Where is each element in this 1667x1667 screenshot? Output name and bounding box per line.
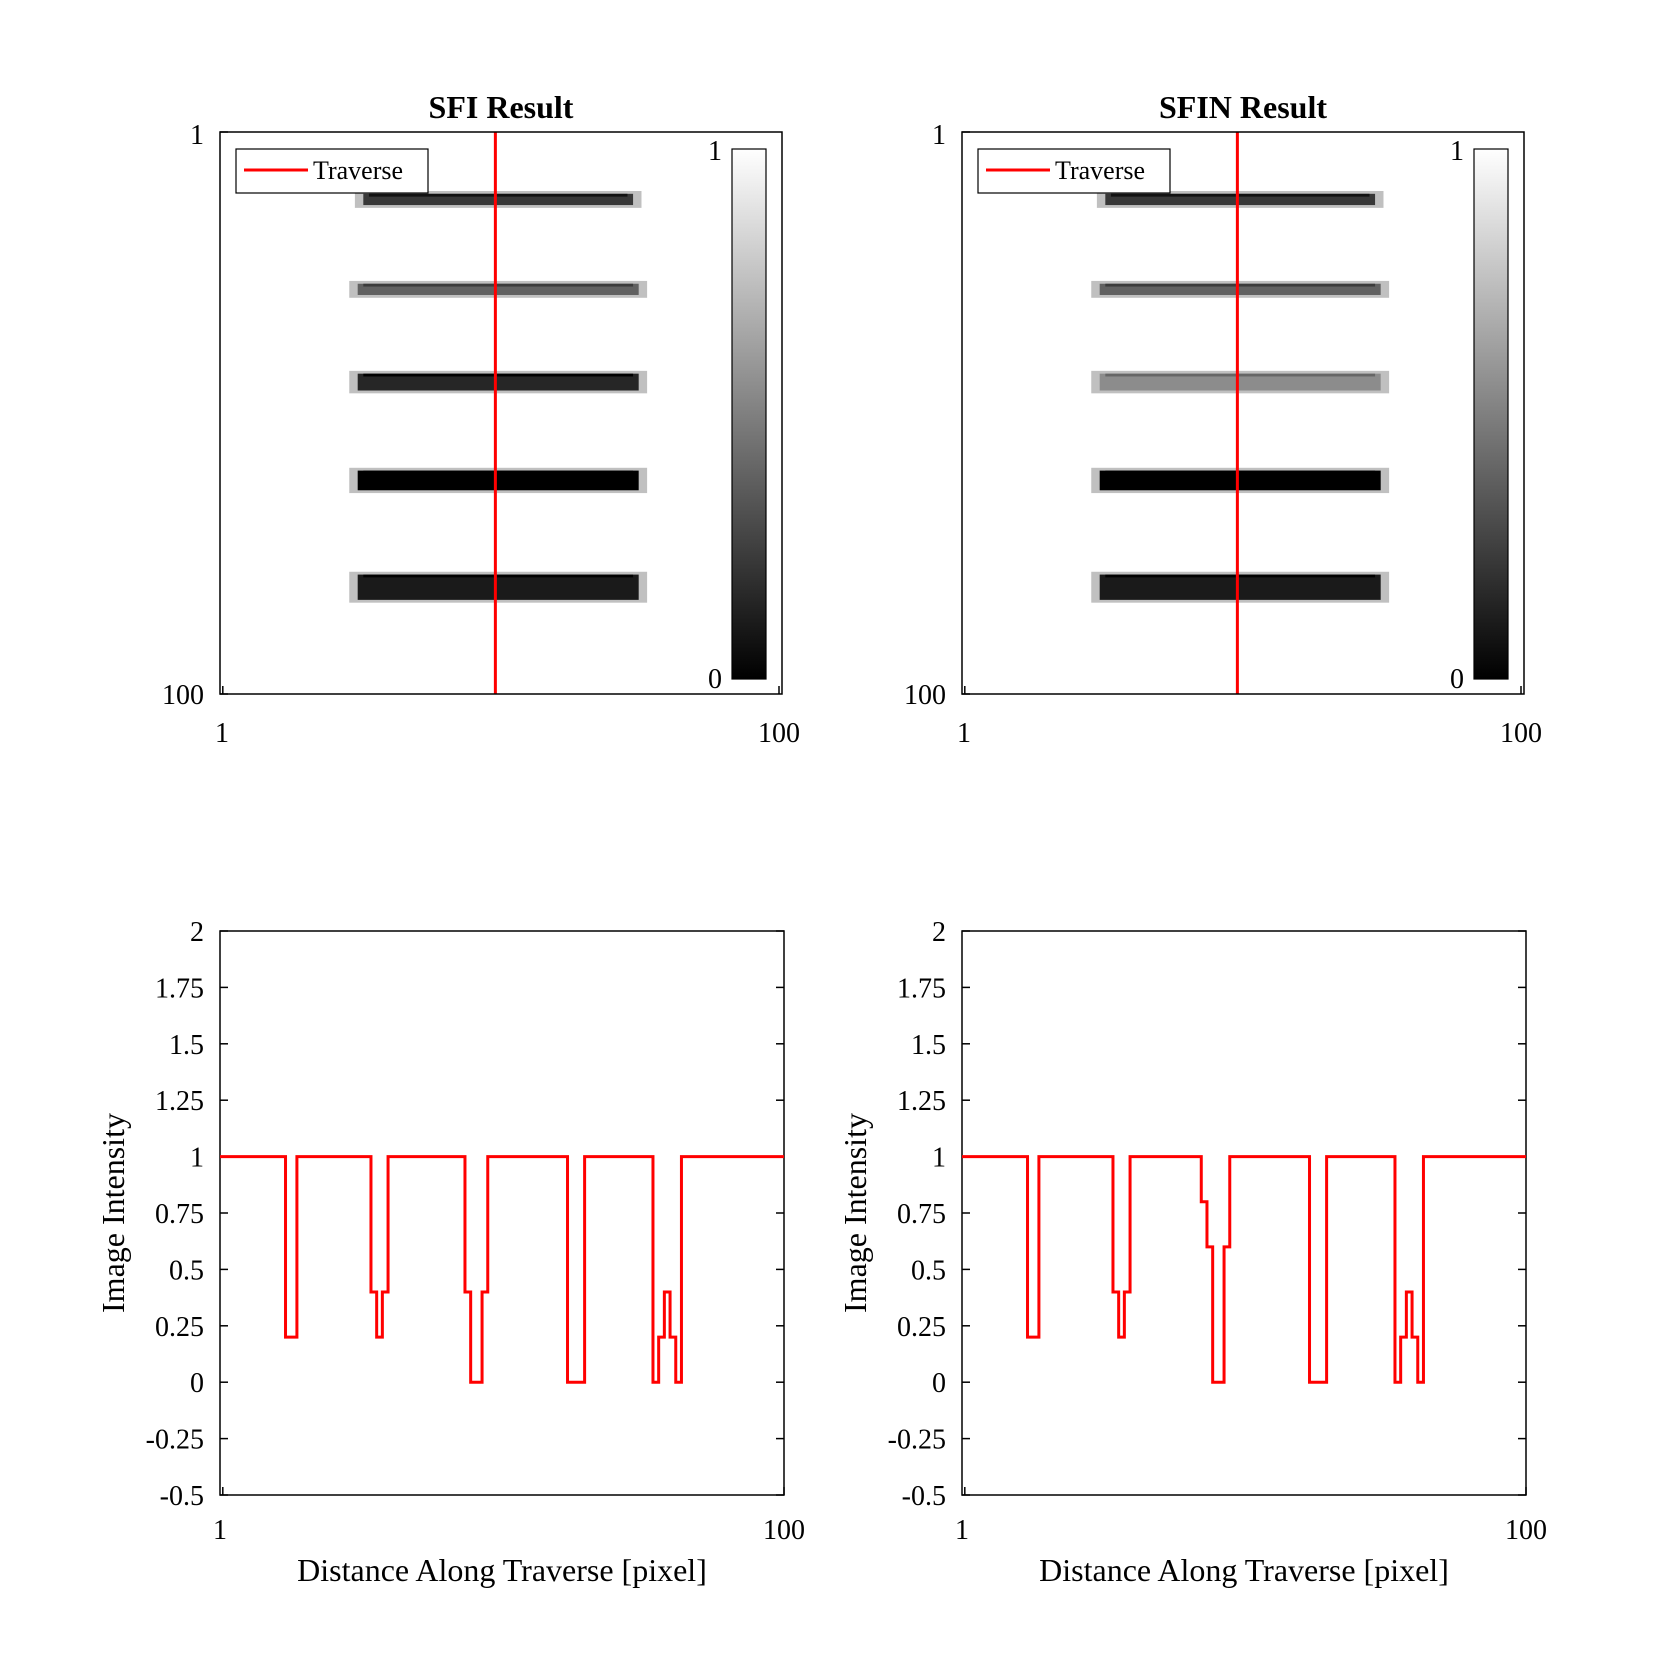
sfin-legend-label: Traverse <box>1055 156 1145 185</box>
sfin-ytick-1: 1 <box>932 120 946 151</box>
sfi-profile-axes-box <box>219 930 785 1496</box>
ytick-label: -0.5 <box>902 1481 946 1512</box>
stripe-2 <box>357 283 639 295</box>
ytick-label: 0.75 <box>155 1199 204 1230</box>
ytick-label: 1.5 <box>169 1030 204 1061</box>
stripe-2 <box>1099 283 1381 295</box>
stripe-4 <box>357 470 639 491</box>
sfin-colorbar-tick-1: 1 <box>1450 136 1464 167</box>
stripe-5 <box>1099 574 1381 600</box>
stripe-edge-3 <box>1105 373 1376 377</box>
stripe-edge-3 <box>363 373 634 377</box>
sfin-profile-xtick-1: 1 <box>955 1515 969 1546</box>
ytick-label: 1.5 <box>911 1030 946 1061</box>
ytick-label: 0.25 <box>155 1312 204 1343</box>
sfin-xtick-1: 1 <box>957 718 971 749</box>
stripe-edge-2 <box>363 283 634 287</box>
ytick-label: 1 <box>932 1143 946 1174</box>
sfi-title: SFI Result <box>429 89 574 125</box>
stripe-edge-5 <box>1105 574 1376 578</box>
stripe-4 <box>1099 470 1381 491</box>
ytick-label: 1.25 <box>897 1086 946 1117</box>
sfi-colorbar: 1 0 <box>708 136 767 695</box>
sfi-ytick-100: 100 <box>162 680 204 711</box>
sfin-ytick-100: 100 <box>904 680 946 711</box>
sfi-colorbar-tick-0: 0 <box>708 664 722 695</box>
ytick-label: 0 <box>190 1368 204 1399</box>
ytick-label: 0.5 <box>169 1255 204 1286</box>
sfi-colorbar-scale <box>731 148 767 680</box>
ytick-label: -0.25 <box>146 1425 204 1456</box>
sfin-stripes <box>1091 191 1390 603</box>
sfi-profile-ylabel: Image Intensity <box>95 1113 131 1313</box>
stripe-3 <box>1099 373 1381 391</box>
ytick-label: -0.5 <box>160 1481 204 1512</box>
sfi-profile-panel: 2 1.75 1.5 1.25 1 0.75 0.5 0.25 0 -0.25 -0.5 1 100… <box>95 917 805 1588</box>
ytick-label: 1.75 <box>897 973 946 1004</box>
sfin-heatmap-panel: SFIN Result 1 100 1 100 Traverse 1 0 <box>904 89 1542 749</box>
ytick-label: 1.25 <box>155 1086 204 1117</box>
sfi-profile-series-line <box>220 1155 784 1384</box>
sfin-profile-axes-box <box>961 930 1527 1496</box>
stripe-edge-4 <box>1105 470 1376 474</box>
ytick-label: 1.75 <box>155 973 204 1004</box>
stripe-edge-4 <box>363 470 634 474</box>
sfin-plot-area <box>962 132 1524 694</box>
sfin-profile-ylabel: Image Intensity <box>837 1113 873 1313</box>
sfi-profile-xtick-1: 1 <box>213 1515 227 1546</box>
sfi-legend-label: Traverse <box>313 156 403 185</box>
sfin-profile-xlabel: Distance Along Traverse [pixel] <box>1039 1552 1449 1588</box>
sfi-axes-box <box>219 131 783 695</box>
sfi-xtick-100: 100 <box>758 718 800 749</box>
stripe-edge-2 <box>1105 283 1376 287</box>
ytick-label: 0.25 <box>897 1312 946 1343</box>
ytick-label: 0.5 <box>911 1255 946 1286</box>
ytick-label: -0.25 <box>888 1425 946 1456</box>
stripe-edge-5 <box>363 574 634 578</box>
sfi-ytick-1: 1 <box>190 120 204 151</box>
sfin-profile-series-line <box>962 1155 1526 1384</box>
sfin-colorbar-scale <box>1473 148 1509 680</box>
stripe-1 <box>363 193 634 206</box>
stripe-edge-1 <box>368 193 628 197</box>
sfin-profile-xtick-100: 100 <box>1505 1515 1547 1546</box>
sfin-colorbar: 1 0 <box>1450 136 1509 695</box>
sfin-profile-yticks: 2 1.75 1.5 1.25 1 0.75 0.5 0.25 0 -0.25 -0.5 <box>888 917 1526 1512</box>
ytick-label: 2 <box>190 917 204 948</box>
stripe-3 <box>357 373 639 391</box>
ytick-label: 2 <box>932 917 946 948</box>
stripe-5 <box>357 574 639 600</box>
sfi-stripes <box>349 191 648 603</box>
sfin-axes-box <box>961 131 1525 695</box>
ytick-label: 1 <box>190 1143 204 1174</box>
sfi-heatmap-panel: SFI Result 1 100 1 100 Traverse 1 0 <box>162 89 800 749</box>
sfi-profile-xtick-100: 100 <box>763 1515 805 1546</box>
sfi-profile-xlabel: Distance Along Traverse [pixel] <box>297 1552 707 1588</box>
sfi-xtick-1: 1 <box>215 718 229 749</box>
sfi-profile-yticks: 2 1.75 1.5 1.25 1 0.75 0.5 0.25 0 -0.25 -0.5 <box>146 917 784 1512</box>
sfi-colorbar-tick-1: 1 <box>708 136 722 167</box>
stripe-edge-1 <box>1110 193 1370 197</box>
sfin-xtick-100: 100 <box>1500 718 1542 749</box>
stripe-1 <box>1105 193 1376 206</box>
sfin-title: SFIN Result <box>1159 89 1327 125</box>
sfin-colorbar-tick-0: 0 <box>1450 664 1464 695</box>
sfi-plot-area <box>220 132 782 694</box>
ytick-label: 0.75 <box>897 1199 946 1230</box>
sfin-profile-panel: 2 1.75 1.5 1.25 1 0.75 0.5 0.25 0 -0.25 -0.5 1 100… <box>837 917 1547 1588</box>
ytick-label: 0 <box>932 1368 946 1399</box>
